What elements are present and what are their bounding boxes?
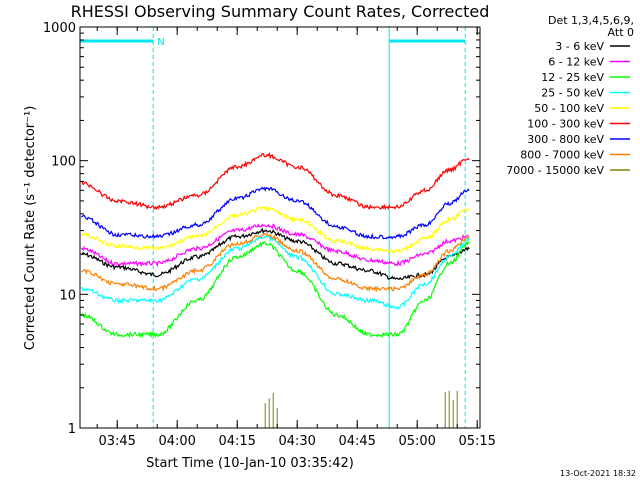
legend-header: Det 1,3,4,5,6,9, xyxy=(548,14,634,27)
chart-title: RHESSI Observing Summary Count Rates, Co… xyxy=(71,2,490,21)
x-tick-label: 04:00 xyxy=(158,434,195,449)
night-marker xyxy=(388,27,466,428)
legend-label: 800 - 7000 keV xyxy=(520,149,604,162)
y-tick-label: 10 xyxy=(59,288,76,303)
series-line xyxy=(81,227,470,281)
legend: Det 1,3,4,5,6,9,Att 0 3 - 6 keV 6 - 12 keV… xyxy=(506,14,634,177)
y-tick-label: 1 xyxy=(68,422,76,437)
footer-date: 13-Oct-2021 18:32 xyxy=(560,469,636,478)
x-tick-label: 04:15 xyxy=(218,434,255,449)
x-tick-label: 04:45 xyxy=(338,434,375,449)
legend-label: 25 - 50 keV xyxy=(541,87,604,100)
series-line xyxy=(80,204,470,254)
legend-label: 50 - 100 keV xyxy=(534,102,604,115)
legend-header: Att 0 xyxy=(608,26,634,39)
series-line xyxy=(81,186,470,240)
legend-label: 300 - 800 keV xyxy=(527,133,604,146)
y-tick-label: 100 xyxy=(51,155,76,170)
x-axis-label: Start Time (10-Jan-10 03:35:42) xyxy=(146,456,354,471)
plot-frame xyxy=(79,26,481,429)
x-tick-label: 05:15 xyxy=(458,434,495,449)
legend-label: 7000 - 15000 keV xyxy=(506,164,604,177)
y-tick-label: 1000 xyxy=(43,21,76,36)
x-tick-label: 04:30 xyxy=(278,434,315,449)
x-tick-label: 03:45 xyxy=(98,434,135,449)
legend-label: 3 - 6 keV xyxy=(555,40,604,53)
series-line xyxy=(81,223,470,268)
series-line xyxy=(80,240,470,339)
series-line xyxy=(81,232,470,293)
series-group xyxy=(80,151,470,428)
axes: 1 10 100 1000 03:45 04:00 04:15 04:30 04:45 05:00… xyxy=(43,21,496,449)
legend-label: 100 - 300 keV xyxy=(527,118,604,131)
legend-label: 12 - 25 keV xyxy=(541,71,604,84)
y-axis-label: Corrected Count Rate (s⁻¹ detector⁻¹) xyxy=(23,106,38,351)
x-tick-label: 05:00 xyxy=(398,434,435,449)
night-label: N xyxy=(157,37,164,48)
legend-label: 6 - 12 keV xyxy=(548,56,604,69)
series-line xyxy=(81,151,470,211)
